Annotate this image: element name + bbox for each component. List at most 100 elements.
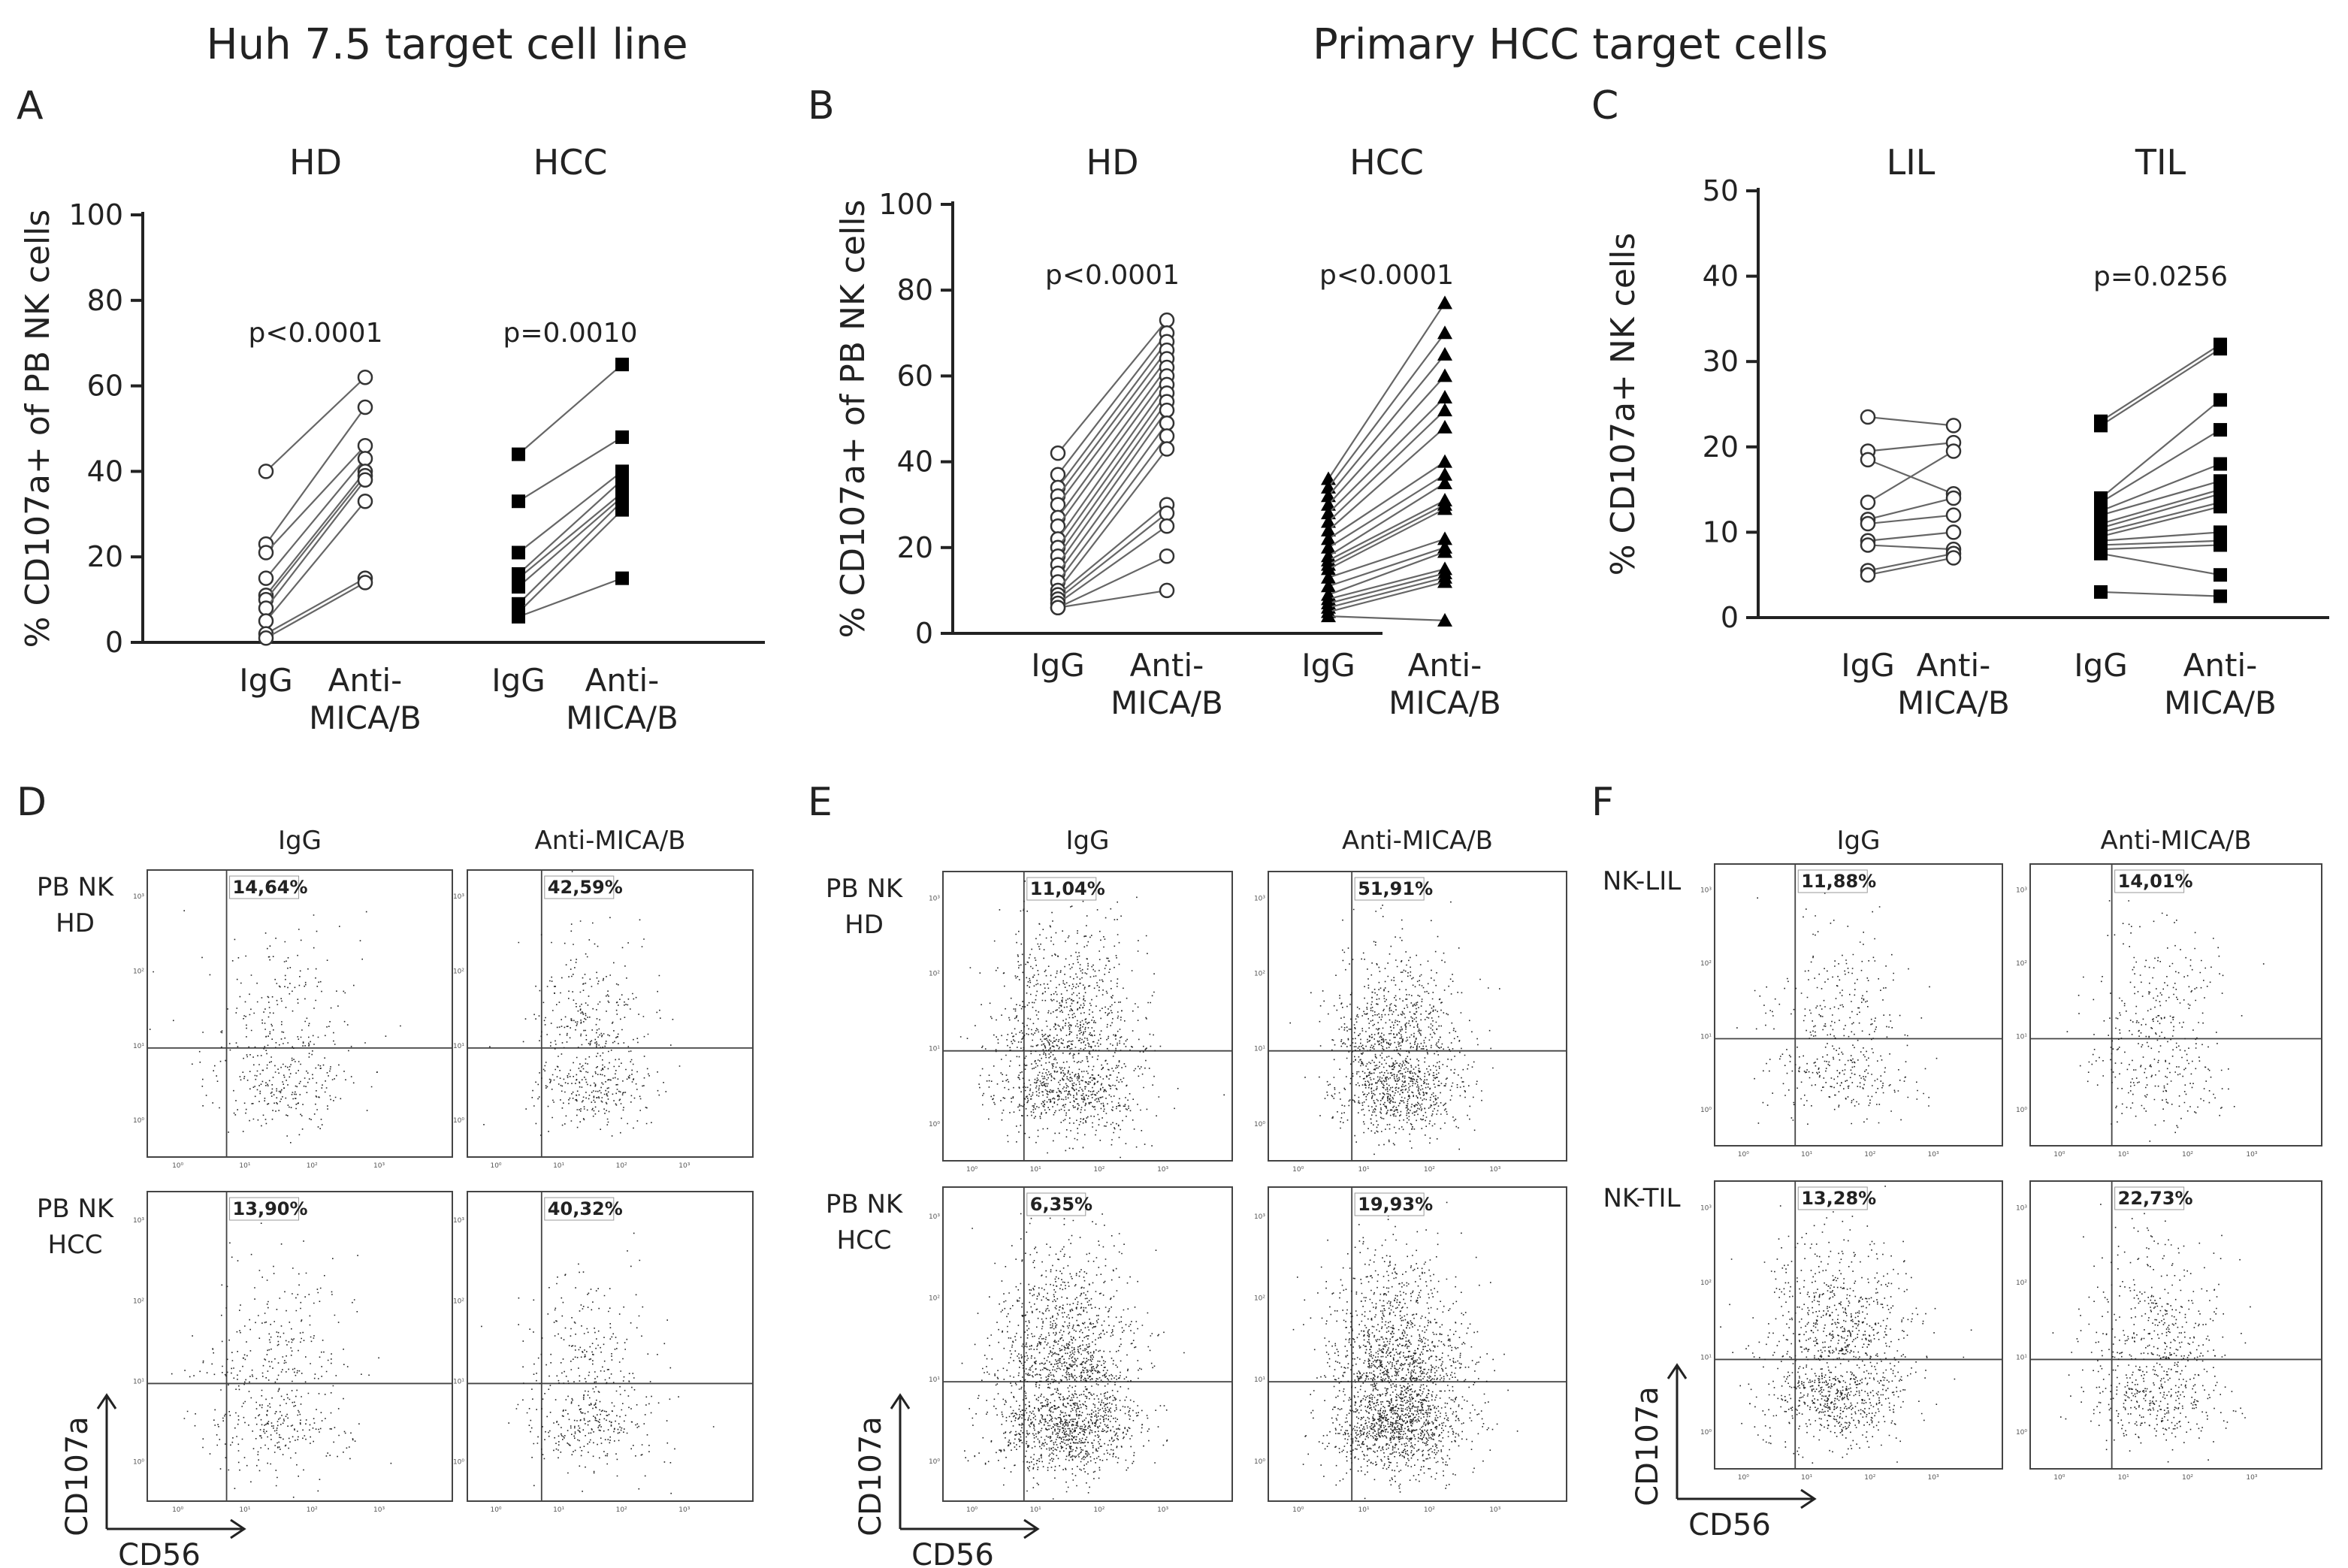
y-tick-label: 10¹ — [133, 1378, 144, 1385]
y-tick-label: 10³ — [2016, 887, 2027, 895]
y-tick-label: 10⁰ — [453, 1459, 464, 1467]
data-point — [2214, 538, 2227, 552]
plot-frame — [1714, 1180, 2003, 1470]
pair-line — [265, 445, 366, 554]
pair-line — [1057, 349, 1168, 497]
category-label: IgG — [491, 662, 545, 699]
data-point — [258, 545, 274, 560]
row-label: PB NK HCC — [37, 1194, 115, 1260]
percent-label: 42,59% — [548, 877, 623, 898]
dot-plot: 10⁰ 10⁰ 10¹ 10¹ 10² 10² 10³ 10³ 22,73% — [2016, 1180, 2322, 1482]
x-tick-label: 10¹ — [239, 1162, 250, 1170]
plot-frame — [2029, 1180, 2322, 1470]
pair-line — [2100, 506, 2221, 538]
pair-line — [1057, 409, 1168, 566]
panel-letter: B — [808, 83, 835, 128]
y-tick-label: 10⁰ — [133, 1117, 144, 1125]
data-point — [1321, 497, 1336, 511]
data-point — [1437, 346, 1452, 361]
pair-line — [1057, 525, 1168, 604]
data-point — [512, 447, 525, 461]
pair-line — [1867, 552, 1954, 572]
y-tick-label: 40 — [897, 446, 933, 479]
y-tick-label: 10⁰ — [929, 1121, 940, 1128]
data-point — [512, 580, 525, 594]
data-point — [1159, 428, 1175, 444]
pair-line — [1867, 497, 1954, 521]
pair-line — [1328, 551, 1446, 596]
pair-line — [265, 406, 366, 545]
x-tick-label: 10¹ — [553, 1162, 564, 1170]
y-axis-name: CD107a — [1630, 1386, 1665, 1506]
data-point — [1945, 550, 1962, 566]
percent-box — [2114, 1186, 2185, 1210]
pair-line — [1057, 341, 1168, 488]
x-tick-label: 10¹ — [1358, 1166, 1370, 1174]
y-tick-label: 10² — [1700, 1279, 1712, 1287]
pair-line — [1057, 589, 1168, 609]
y-tick-label: 10³ — [133, 893, 144, 901]
x-tick-label: 10⁰ — [172, 1162, 183, 1170]
data-point — [1860, 409, 1876, 425]
pair-line — [1057, 448, 1168, 591]
percent-label: 13,90% — [233, 1198, 308, 1219]
percent-box — [229, 875, 300, 899]
y-tick-label: 50 — [1703, 174, 1739, 207]
y-tick-label: 40 — [1703, 260, 1739, 293]
data-point — [2094, 546, 2108, 560]
dot-plot: 10⁰ 10⁰ 10¹ 10¹ 10² 10² 10³ 10³ 14,01% — [2016, 863, 2322, 1159]
event-dots — [961, 1198, 1185, 1500]
data-point — [1050, 467, 1066, 482]
data-point — [1437, 368, 1452, 382]
pair-line — [2100, 480, 2221, 516]
row-label: NK-TIL — [1603, 1183, 1680, 1213]
data-point — [1437, 295, 1452, 310]
y-tick-label: 100 — [68, 198, 123, 231]
dot-plot: 10⁰ 10⁰ 10¹ 10¹ 10² 10² 10³ 10³ 11,04% — [929, 871, 1233, 1174]
y-tick-label: 10² — [453, 968, 464, 976]
x-tick-label: 10⁰ — [2053, 1474, 2065, 1482]
pair-line — [2100, 488, 2221, 525]
category-label: Anti-MICA/B — [1111, 647, 1223, 721]
category-label: IgG — [1031, 647, 1085, 684]
data-point — [615, 430, 629, 444]
y-tick-label: 10⁰ — [133, 1459, 144, 1467]
dot-plot: 10⁰ 10⁰ 10¹ 10¹ 10² 10² 10³ 10³ 42,59% — [453, 869, 754, 1170]
percent-box — [229, 1197, 300, 1221]
row-label: PB NK HD — [37, 872, 115, 938]
row-label: PB NK HCC — [826, 1189, 904, 1255]
data-point — [2094, 585, 2108, 599]
percent-box — [544, 1197, 615, 1221]
pair-line — [2100, 493, 2221, 529]
pair-line — [1057, 512, 1168, 600]
percent-label: 13,28% — [1801, 1188, 1876, 1209]
y-tick-label: 10² — [1254, 971, 1265, 978]
dot-plot: 10⁰ 10⁰ 10¹ 10¹ 10² 10² 10³ 10³ 14,64% — [133, 869, 453, 1170]
data-point — [1437, 476, 1452, 490]
data-point — [615, 358, 629, 372]
pair-line — [1057, 384, 1168, 540]
group-hd: HD p<0.0001 IgG Anti-MICA/B — [1031, 142, 1223, 721]
y-tick-label: 10⁰ — [1700, 1429, 1712, 1437]
pair-line — [265, 577, 366, 635]
x-tick-label: 10⁰ — [1292, 1506, 1304, 1514]
pair-line — [1328, 409, 1446, 523]
pair-line — [2100, 501, 2221, 533]
x-tick-label: 10² — [2182, 1151, 2193, 1159]
data-point — [1437, 574, 1452, 588]
data-point — [1159, 312, 1175, 328]
pair-line — [1328, 576, 1446, 609]
pair-line — [265, 458, 366, 579]
pair-line — [1057, 358, 1168, 506]
data-point — [1159, 518, 1175, 534]
pair-line — [1057, 435, 1168, 583]
y-tick-label: 10² — [2016, 960, 2027, 968]
panel-letter: A — [17, 83, 44, 128]
pair-line — [1057, 392, 1168, 548]
x-tick-label: 10² — [307, 1506, 318, 1514]
data-point — [1437, 389, 1452, 403]
p-value-label: p<0.0001 — [1319, 260, 1454, 291]
y-tick-label: 10⁰ — [1254, 1458, 1265, 1466]
pair-line — [1328, 302, 1446, 480]
